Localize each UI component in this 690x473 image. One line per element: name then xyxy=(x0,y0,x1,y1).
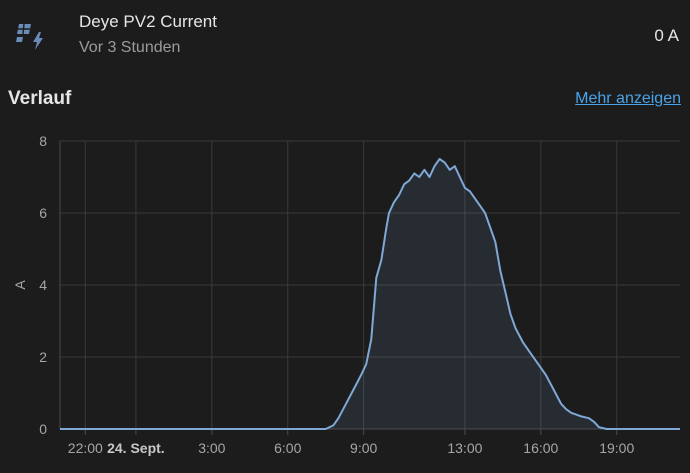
x-tick-label: 13:00 xyxy=(447,440,482,456)
entity-state-value: 0 A xyxy=(654,26,679,45)
y-axis-label: A xyxy=(12,280,28,290)
x-tick-label: 6:00 xyxy=(274,440,301,456)
y-tick-label: 6 xyxy=(39,205,47,221)
solar-panel-bolt-icon xyxy=(15,20,49,52)
x-tick-label: 19:00 xyxy=(599,440,634,456)
chart-area-layer xyxy=(60,158,680,430)
entity-header: Deye PV2 Current Vor 3 Stunden 0 A xyxy=(0,0,690,70)
series-area xyxy=(60,159,680,429)
x-tick-label: 24. Sept. xyxy=(107,440,165,456)
entity-title: Deye PV2 Current xyxy=(79,12,217,31)
x-axis-ticks: 22:00 24. Sept. 3:00 6:00 9:00 13:00 16:00 19:0… xyxy=(68,440,635,456)
y-tick-label: 2 xyxy=(39,349,47,365)
y-tick-label: 8 xyxy=(39,133,47,149)
last-changed-text: Vor 3 Stunden xyxy=(79,39,181,56)
x-tick-label: 9:00 xyxy=(350,440,377,456)
show-more-link[interactable]: Mehr anzeigen xyxy=(575,90,681,107)
history-section-title: Verlauf xyxy=(8,88,72,109)
x-tick-label: 3:00 xyxy=(198,440,225,456)
series-line xyxy=(60,158,680,430)
x-tick-label: 22:00 xyxy=(68,440,103,456)
y-tick-label: 0 xyxy=(39,421,47,437)
x-tick-label: 16:00 xyxy=(523,440,558,456)
history-chart: 0 2 4 6 8 22:00 24. Sept. 3:00 6:00 9:00 13:00 16:… xyxy=(12,133,680,456)
y-tick-label: 4 xyxy=(39,277,47,293)
y-axis-ticks: 0 2 4 6 8 xyxy=(39,133,47,437)
